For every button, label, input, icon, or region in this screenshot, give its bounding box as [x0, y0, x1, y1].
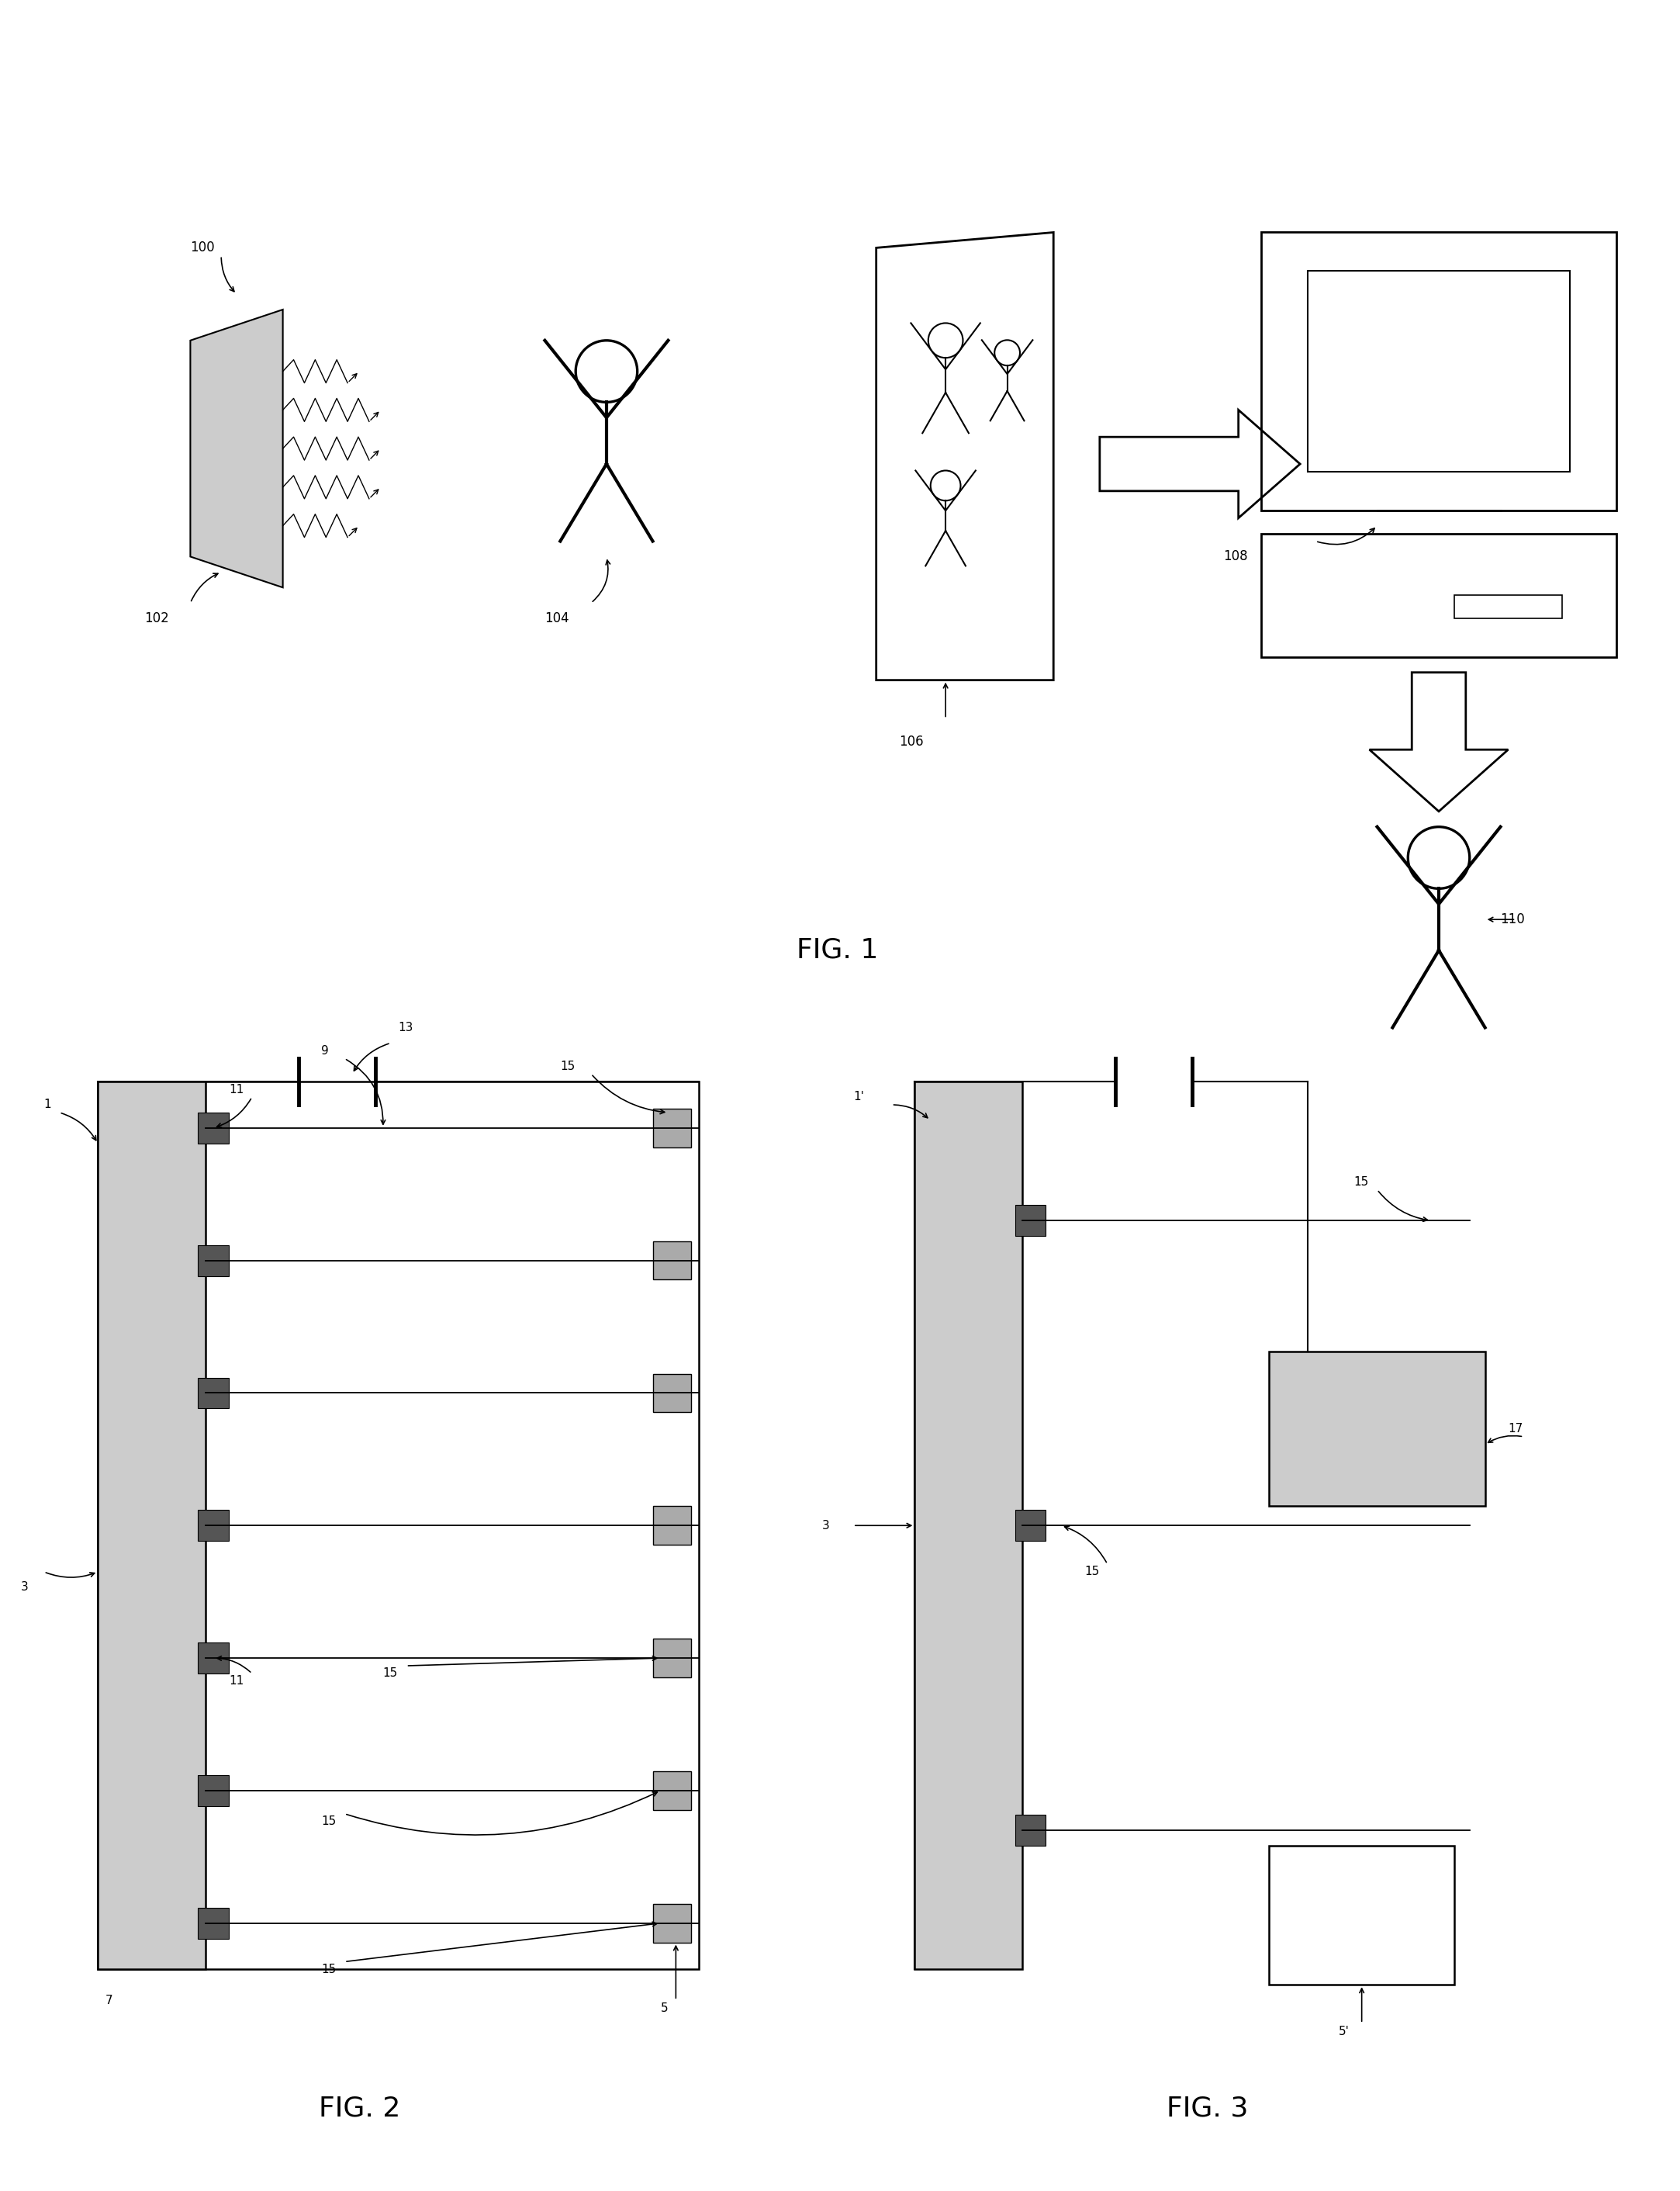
- Bar: [198, 1113, 228, 1144]
- Bar: [198, 1378, 228, 1409]
- Bar: [1270, 1845, 1455, 1985]
- Text: 3: 3: [20, 1582, 29, 1593]
- Bar: [198, 1244, 228, 1275]
- Text: 15: 15: [1354, 1177, 1369, 1188]
- Bar: [654, 1374, 690, 1413]
- Text: 100: 100: [190, 241, 215, 254]
- Bar: [654, 1639, 690, 1678]
- Text: 11: 11: [228, 1676, 244, 1687]
- Text: 17: 17: [1509, 1424, 1524, 1435]
- Bar: [654, 1240, 690, 1280]
- Bar: [654, 1109, 690, 1148]
- Bar: [1270, 1352, 1485, 1505]
- Bar: [1307, 272, 1569, 471]
- Text: 5: 5: [660, 2003, 669, 2014]
- Bar: [198, 1643, 228, 1674]
- Text: FIG. 1: FIG. 1: [796, 938, 879, 964]
- Text: 1': 1': [853, 1091, 864, 1102]
- Text: 108: 108: [1223, 550, 1248, 563]
- Text: 7: 7: [106, 1994, 113, 2007]
- Bar: [1455, 596, 1562, 618]
- Polygon shape: [190, 309, 282, 587]
- Text: 106: 106: [899, 734, 924, 749]
- Bar: [654, 1770, 690, 1810]
- Bar: [654, 1505, 690, 1545]
- Bar: [97, 1082, 205, 1970]
- Bar: [198, 1775, 228, 1805]
- Text: 102: 102: [144, 611, 168, 624]
- Text: 13: 13: [398, 1021, 413, 1034]
- Text: 15: 15: [1084, 1567, 1099, 1578]
- Text: 9: 9: [321, 1045, 329, 1056]
- Text: 5': 5': [1339, 2024, 1349, 2038]
- Text: 15: 15: [321, 1963, 336, 1976]
- Text: 15: 15: [383, 1667, 398, 1678]
- Bar: [1262, 232, 1616, 511]
- Text: 3: 3: [822, 1521, 830, 1532]
- Bar: [97, 1082, 699, 1970]
- Text: 1: 1: [44, 1100, 52, 1111]
- Text: 104: 104: [544, 611, 570, 624]
- Text: 11: 11: [228, 1085, 244, 1096]
- Text: 15: 15: [559, 1060, 575, 1071]
- Text: FIG. 2: FIG. 2: [319, 2095, 402, 2121]
- Text: 110: 110: [1500, 911, 1525, 927]
- Text: 15: 15: [321, 1816, 336, 1827]
- Bar: [198, 1908, 228, 1939]
- Bar: [1015, 1205, 1045, 1236]
- Bar: [1015, 1510, 1045, 1540]
- Bar: [1262, 532, 1616, 657]
- Bar: [198, 1510, 228, 1540]
- Bar: [1015, 1814, 1045, 1845]
- Bar: [654, 1904, 690, 1943]
- Bar: [914, 1082, 1023, 1970]
- Text: FIG. 3: FIG. 3: [1166, 2095, 1248, 2121]
